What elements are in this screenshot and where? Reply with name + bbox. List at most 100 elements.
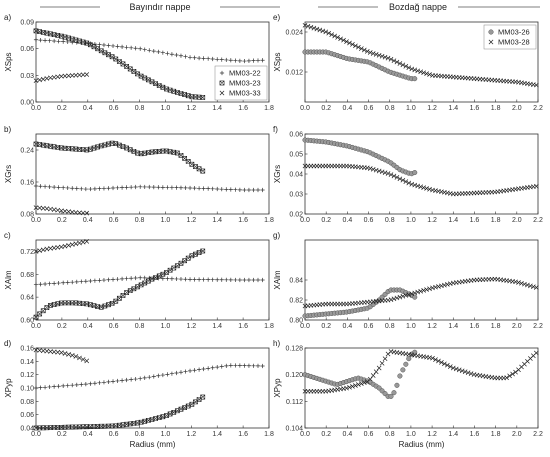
- data-point: [242, 187, 247, 193]
- nappe-headers: Bayındır nappe Bozdağ nappe: [40, 2, 540, 12]
- data-point: [97, 186, 102, 191]
- data-point: [450, 365, 456, 371]
- data-point: [106, 186, 111, 191]
- data-point: [77, 355, 82, 361]
- panel-d: d) 0.0 0.2 0.4 0.6 0.8 1.0 1.2 1.4 1.6 1.8 0.04 0.06…: [4, 339, 274, 449]
- data-point: [219, 364, 224, 369]
- x-tick-label: 1.8: [491, 217, 501, 224]
- x-tick-label: 1.4: [448, 431, 458, 438]
- data-point: [471, 372, 477, 377]
- x-tick-label: 0.0: [300, 217, 310, 224]
- data-point: [138, 275, 143, 280]
- panel-c: c) 0.0 0.2 0.4 0.6 0.8 1.0 1.2 1.4 1.6 1.8 0.60 0.64…: [4, 231, 274, 330]
- data-point: [62, 351, 68, 356]
- data-point: [533, 285, 539, 290]
- data-point: [385, 171, 391, 176]
- data-point: [406, 356, 412, 362]
- data-point: [178, 185, 184, 190]
- data-point: [338, 36, 343, 42]
- data-point: [210, 277, 215, 282]
- x-tick-label: 0.4: [83, 431, 93, 438]
- data-point: [424, 287, 429, 292]
- x-tick-label: 2.0: [512, 105, 522, 112]
- x-tick-label: 0.0: [31, 217, 41, 224]
- data-point: [430, 187, 435, 193]
- data-point: [165, 185, 170, 190]
- data-point: [79, 382, 84, 387]
- data-point: [403, 293, 409, 298]
- series-MM03-23: [33, 248, 206, 320]
- series-MM03-26: [302, 349, 418, 399]
- data-point: [83, 279, 88, 284]
- data-point: [206, 186, 211, 191]
- x-tick-label: 1.8: [491, 323, 501, 330]
- data-point: [73, 210, 79, 215]
- x-tick-label: 2.0: [512, 217, 522, 224]
- data-point: [228, 363, 233, 368]
- series-MM03-22: [33, 275, 265, 287]
- y-tick-label: 0.03: [20, 73, 34, 80]
- x-tick-label: 1.8: [264, 217, 274, 224]
- y-tick-label: 0.16: [20, 346, 34, 353]
- data-point: [119, 44, 125, 49]
- data-point: [430, 355, 435, 361]
- data-point: [210, 186, 215, 191]
- x-tick-label: 1.2: [427, 217, 437, 224]
- data-point: [115, 277, 120, 282]
- data-point: [376, 52, 382, 58]
- data-point: [260, 58, 265, 63]
- y-tick-label: 0.03: [289, 192, 303, 199]
- x-tick-label: 0.2: [321, 323, 331, 330]
- data-point: [358, 381, 364, 386]
- series-MM03-23: [33, 28, 206, 100]
- data-point: [192, 186, 197, 191]
- x-tick-label: 0.6: [364, 217, 374, 224]
- data-point: [533, 82, 539, 88]
- data-point: [183, 369, 188, 374]
- data-point: [200, 248, 206, 254]
- data-point: [59, 73, 64, 79]
- data-point: [237, 187, 242, 192]
- data-point: [433, 188, 438, 193]
- data-point: [391, 390, 397, 396]
- data-point: [447, 364, 453, 369]
- x-tick-label: 1.0: [161, 105, 171, 112]
- data-point: [385, 351, 391, 357]
- data-point: [62, 73, 68, 79]
- data-point: [65, 185, 70, 191]
- data-point: [69, 73, 75, 78]
- x-tick-label: 0.4: [83, 323, 93, 330]
- y-tick-label: 0.10: [20, 386, 34, 393]
- data-point: [246, 58, 252, 63]
- legend-marker: [219, 70, 225, 76]
- data-point: [353, 383, 358, 388]
- data-point: [462, 369, 468, 375]
- data-point: [391, 173, 397, 179]
- x-tick-label: 0.2: [321, 431, 331, 438]
- y-tick-label: 0.08: [20, 212, 34, 219]
- data-point: [84, 72, 90, 77]
- legend-entry: MM03-33: [229, 89, 261, 98]
- data-point: [174, 185, 179, 190]
- data-point: [255, 58, 261, 63]
- data-point: [69, 352, 75, 358]
- panel-b: b) 0.0 0.2 0.4 0.6 0.8 1.0 1.2 1.4 1.6 1.8 0.08 0.16…: [4, 125, 274, 224]
- y-axis-label: XPyp: [4, 378, 13, 398]
- data-point: [397, 373, 403, 379]
- series-MM03-28: [302, 349, 539, 394]
- data-point: [37, 77, 42, 83]
- data-point: [156, 185, 161, 190]
- data-point: [119, 185, 125, 190]
- data-point: [350, 384, 355, 389]
- data-point: [147, 48, 152, 53]
- data-point: [80, 210, 86, 216]
- data-point: [233, 58, 238, 63]
- x-tick-label: 1.8: [264, 431, 274, 438]
- data-point: [206, 366, 211, 371]
- y-tick-label: 0.112: [286, 399, 303, 406]
- data-point: [33, 282, 39, 287]
- data-point: [69, 242, 75, 247]
- data-point: [138, 46, 143, 51]
- data-point: [74, 382, 79, 387]
- data-point: [56, 185, 61, 190]
